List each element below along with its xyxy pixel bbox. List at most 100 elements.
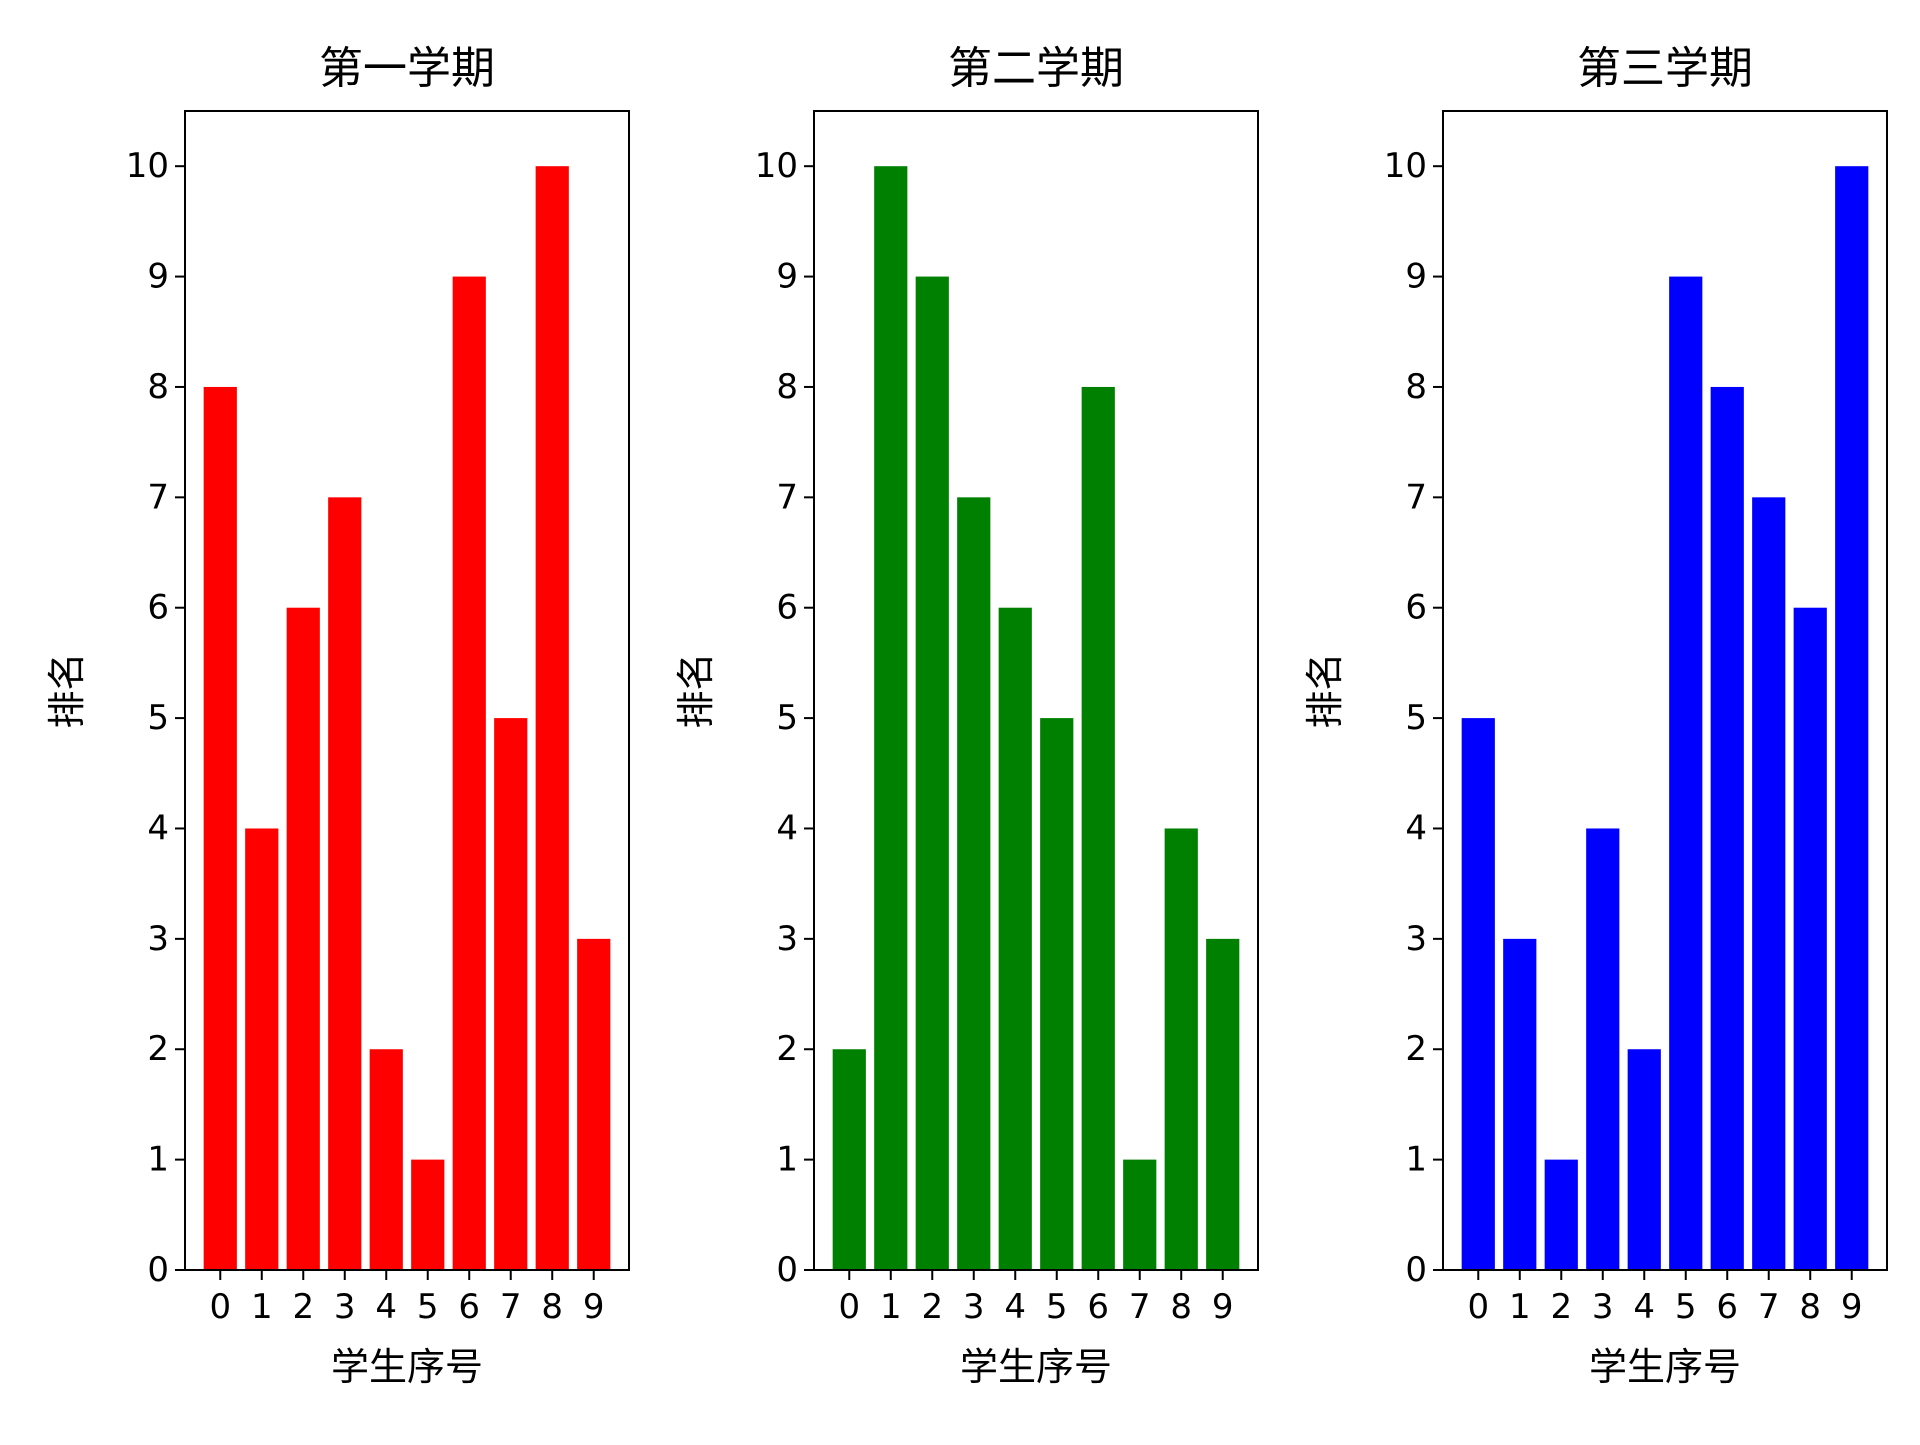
bar-8 (535, 166, 569, 1271)
x-tick-label: 2 (921, 1287, 943, 1327)
bar-9 (577, 938, 611, 1270)
x-tick-label: 3 (963, 1287, 985, 1327)
y-tick-label: 0 (147, 1250, 169, 1290)
bar-1 (245, 828, 279, 1270)
x-tick-label: 1 (880, 1287, 902, 1327)
x-tick-label: 0 (209, 1287, 231, 1327)
bar-6 (452, 276, 486, 1270)
x-tick-label: 4 (375, 1287, 397, 1327)
y-tick-label: 9 (776, 257, 798, 297)
y-tick-label: 2 (776, 1029, 798, 1069)
bar-7 (1752, 497, 1786, 1271)
x-tick-label: 0 (838, 1287, 860, 1327)
plot-frame (1442, 110, 1888, 1271)
y-tick-label: 0 (1405, 1250, 1427, 1290)
y-tick-label: 1 (1405, 1140, 1427, 1180)
bar-0 (832, 1049, 866, 1270)
x-tick-label: 3 (1592, 1287, 1614, 1327)
y-tick-label: 10 (755, 146, 798, 186)
x-axis-label: 学生序号 (331, 1345, 483, 1389)
x-tick-label: 5 (1675, 1287, 1697, 1327)
bar-3 (957, 497, 991, 1271)
x-tick-label: 8 (1170, 1287, 1192, 1327)
bar-6 (1710, 386, 1744, 1270)
bar-1 (874, 166, 908, 1271)
y-tick-label: 1 (147, 1140, 169, 1180)
y-tick-label: 1 (776, 1140, 798, 1180)
x-tick-label: 5 (417, 1287, 439, 1327)
y-tick-label: 2 (1405, 1029, 1427, 1069)
y-tick-label: 8 (776, 367, 798, 407)
x-tick-label: 2 (1550, 1287, 1572, 1327)
y-axis-label: 排名 (45, 652, 89, 728)
x-tick-label: 8 (1799, 1287, 1821, 1327)
x-tick-label: 0 (1467, 1287, 1489, 1327)
y-axis-label: 排名 (674, 652, 718, 728)
plot-frame (813, 110, 1259, 1271)
y-tick-label: 6 (1405, 588, 1427, 628)
x-tick-label: 8 (541, 1287, 563, 1327)
bar-2 (915, 276, 949, 1270)
bar-0 (203, 386, 237, 1270)
x-tick-label: 6 (458, 1287, 480, 1327)
y-tick-label: 4 (776, 808, 798, 848)
y-axis-label: 排名 (1303, 652, 1347, 728)
y-tick-label: 3 (147, 919, 169, 959)
y-tick-label: 4 (1405, 808, 1427, 848)
bar-9 (1835, 166, 1869, 1271)
chart-title: 第三学期 (1577, 43, 1753, 94)
y-tick-label: 9 (1405, 257, 1427, 297)
y-tick-label: 5 (147, 698, 169, 738)
chart-title: 第一学期 (319, 43, 495, 94)
y-tick-label: 3 (1405, 919, 1427, 959)
y-tick-label: 8 (1405, 367, 1427, 407)
y-tick-label: 7 (147, 477, 169, 517)
y-tick-label: 10 (1384, 146, 1427, 186)
chart-title: 第二学期 (948, 43, 1124, 94)
x-tick-label: 7 (1129, 1287, 1151, 1327)
x-tick-label: 4 (1633, 1287, 1655, 1327)
bar-4 (1627, 1049, 1661, 1270)
y-tick-label: 3 (776, 919, 798, 959)
x-tick-label: 6 (1087, 1287, 1109, 1327)
x-tick-label: 7 (500, 1287, 522, 1327)
x-tick-label: 4 (1004, 1287, 1026, 1327)
y-tick-label: 9 (147, 257, 169, 297)
x-tick-label: 9 (1212, 1287, 1234, 1327)
x-axis-label: 学生序号 (960, 1345, 1112, 1389)
x-tick-label: 6 (1716, 1287, 1738, 1327)
bar-1 (1503, 938, 1537, 1270)
y-tick-label: 6 (776, 588, 798, 628)
bar-6 (1081, 386, 1115, 1270)
plot-frame (184, 110, 630, 1271)
bar-7 (1123, 1159, 1157, 1270)
x-axis-label: 学生序号 (1589, 1345, 1741, 1389)
y-tick-label: 7 (1405, 477, 1427, 517)
bar-5 (1669, 276, 1703, 1270)
y-tick-label: 5 (776, 698, 798, 738)
x-tick-label: 1 (251, 1287, 273, 1327)
y-tick-label: 4 (147, 808, 169, 848)
y-tick-label: 2 (147, 1029, 169, 1069)
x-tick-label: 2 (292, 1287, 314, 1327)
y-tick-label: 0 (776, 1250, 798, 1290)
bar-3 (328, 497, 362, 1271)
bar-0 (1461, 718, 1495, 1270)
bar-5 (1040, 718, 1074, 1270)
bar-8 (1164, 828, 1198, 1270)
x-tick-label: 5 (1046, 1287, 1068, 1327)
x-tick-label: 3 (334, 1287, 356, 1327)
bar-4 (998, 607, 1032, 1270)
x-tick-label: 9 (1841, 1287, 1863, 1327)
bar-8 (1793, 607, 1827, 1270)
bar-2 (286, 607, 320, 1270)
y-tick-label: 5 (1405, 698, 1427, 738)
x-tick-label: 7 (1758, 1287, 1780, 1327)
bar-2 (1544, 1159, 1578, 1270)
bar-9 (1206, 938, 1240, 1270)
